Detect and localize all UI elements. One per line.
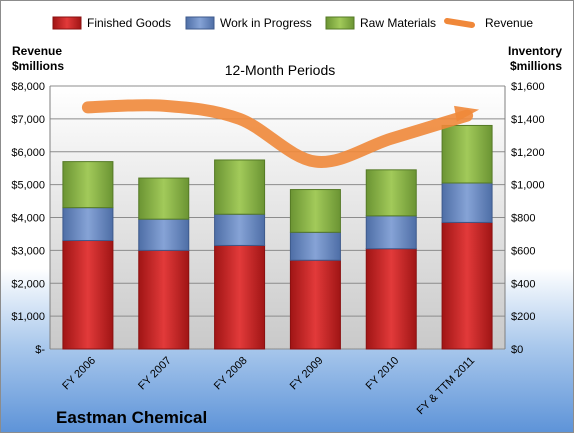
left-tick-label: $7,000 xyxy=(11,114,45,126)
bar-work-in-progress xyxy=(214,213,266,246)
bar-raw-materials xyxy=(62,161,114,209)
bar-finished-goods xyxy=(441,221,493,350)
left-tick-label: $8,000 xyxy=(11,81,45,93)
bars xyxy=(62,124,493,350)
legend-swatch-raw-materials xyxy=(325,16,355,30)
right-tick-label: $1,000 xyxy=(511,180,545,192)
right-tick-label: $600 xyxy=(511,245,535,257)
bar-finished-goods xyxy=(138,249,190,350)
revenue-arrowhead xyxy=(454,105,480,122)
legend-label-finished-goods: Finished Goods xyxy=(87,16,171,30)
bar-work-in-progress xyxy=(441,182,493,223)
right-axis-title-line1: Inventory xyxy=(508,44,562,58)
legend-swatch-finished-goods xyxy=(52,16,82,30)
bar-finished-goods xyxy=(289,259,341,350)
left-tick-label: $2,000 xyxy=(11,278,45,290)
bar-work-in-progress xyxy=(365,215,417,250)
legend-label-raw-materials: Raw Materials xyxy=(360,16,436,30)
gridlines xyxy=(49,85,506,350)
legend-swatch-work-in-progress xyxy=(185,16,215,30)
bar-finished-goods xyxy=(62,240,114,350)
left-tick-label: $4,000 xyxy=(11,213,45,225)
right-tick-label: $400 xyxy=(511,278,535,290)
left-tick-label: $- xyxy=(35,344,45,356)
bar-raw-materials xyxy=(365,169,417,217)
bar-raw-materials xyxy=(138,177,190,220)
bar-work-in-progress xyxy=(138,218,190,251)
right-tick-label: $0 xyxy=(511,344,523,356)
revenue-line xyxy=(81,99,480,168)
right-tick-label: $1,600 xyxy=(511,81,545,93)
left-tick-label: $6,000 xyxy=(11,147,45,159)
left-tick-label: $1,000 xyxy=(11,311,45,323)
bar-work-in-progress xyxy=(62,207,114,242)
right-tick-label: $1,200 xyxy=(511,147,545,159)
left-axis-title-line1: Revenue xyxy=(12,44,62,58)
right-tick-label: $1,400 xyxy=(511,114,545,126)
bar-finished-goods xyxy=(365,248,417,350)
right-tick-label: $200 xyxy=(511,311,535,323)
chart-title: 12-Month Periods xyxy=(225,62,336,78)
legend-swatch-revenue xyxy=(444,18,475,28)
revenue-line-path xyxy=(81,99,474,168)
left-tick-label: $3,000 xyxy=(11,245,45,257)
right-axis-title-line2: $millions xyxy=(510,59,562,73)
legend-label-work-in-progress: Work in Progress xyxy=(220,16,312,30)
legend: Finished Goods Work in Progress Raw Mate… xyxy=(52,16,533,30)
bar-finished-goods xyxy=(214,244,266,350)
left-axis-title-line2: $millions xyxy=(12,59,64,73)
right-tick-label: $800 xyxy=(511,213,535,225)
bar-raw-materials xyxy=(289,189,341,233)
axis-ticks: $- $0 $1,000 $200 $2,000 $400 $3,000 $600 $4,000… xyxy=(11,81,544,356)
left-tick-label: $5,000 xyxy=(11,180,45,192)
bar-work-in-progress xyxy=(289,231,341,261)
company-name: Eastman Chemical xyxy=(56,408,207,427)
bar-raw-materials xyxy=(441,124,493,184)
bar-raw-materials xyxy=(214,159,266,215)
legend-label-revenue: Revenue xyxy=(485,16,533,30)
